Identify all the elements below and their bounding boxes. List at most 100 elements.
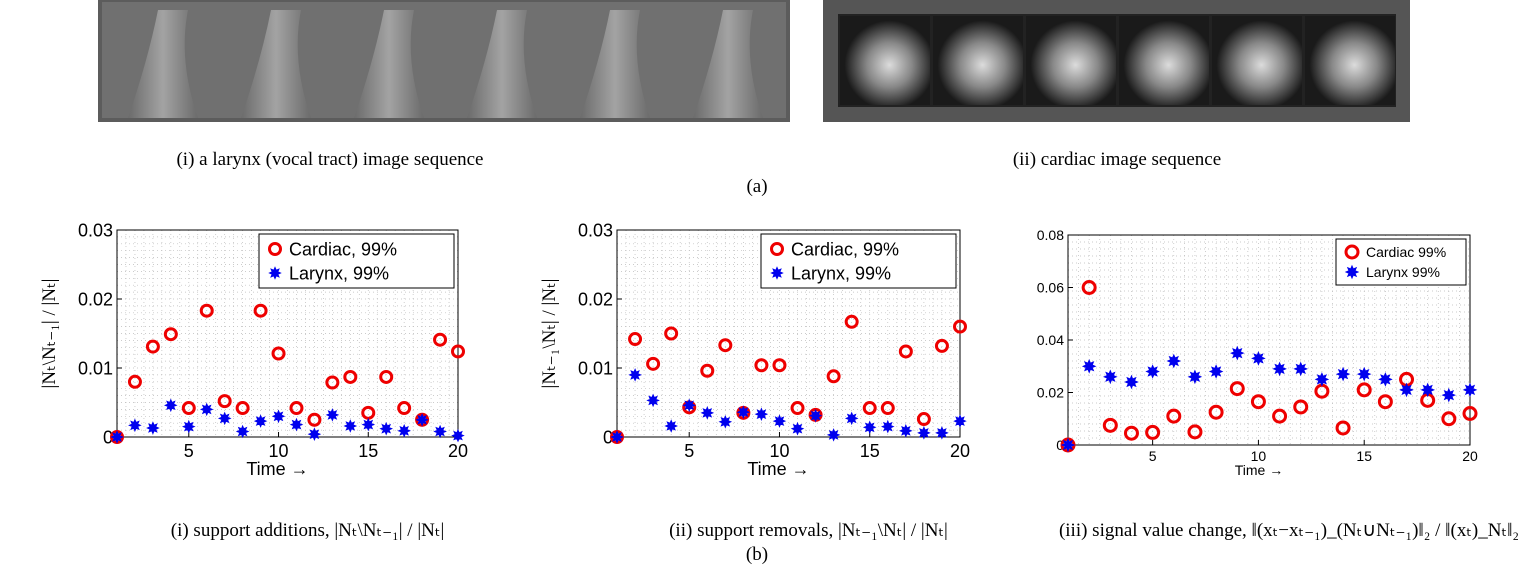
marker [1379,373,1391,385]
marker [435,334,446,345]
y-tick-label: 0.03 [78,220,113,240]
marker [237,426,248,437]
marker [327,409,338,420]
legend-label: Cardiac, 99% [791,239,899,259]
marker [1379,396,1391,408]
marker [720,340,731,351]
marker [810,410,821,421]
marker [381,371,392,382]
marker [1104,419,1116,431]
marker [936,427,947,438]
x-tick-label: 20 [950,441,970,461]
marker [1210,366,1222,378]
marker [453,430,464,441]
marker [273,411,284,422]
marker [702,407,713,418]
marker [846,413,857,424]
marker [882,403,893,414]
x-tick-label: 15 [1356,448,1372,464]
x-axis-label: Time → [246,459,308,479]
x-tick-label: 5 [1149,448,1157,464]
marker [1443,413,1455,425]
y-axis-label: |Nₜ₋₁\Nₜ| / |Nₜ| [539,279,560,389]
y-tick-label: 0.08 [1037,227,1064,243]
marker [684,400,695,411]
marker [1316,373,1328,385]
marker [345,421,356,432]
marker [270,268,281,279]
marker [1231,347,1243,359]
marker [417,414,428,425]
marker [774,360,785,371]
legend-label: Larynx, 99% [289,263,389,283]
marker [1358,384,1370,396]
marker [1337,368,1349,380]
legend-label: Larynx, 99% [791,263,891,283]
marker [129,376,140,387]
marker [219,396,230,407]
marker [918,427,929,438]
caption: (ii) cardiac image sequence [1013,149,1221,170]
y-tick-label: 0.04 [1037,332,1064,348]
y-tick-label: 0.02 [78,289,113,309]
marker [1083,360,1095,372]
y-tick-label: 0.02 [1037,384,1064,400]
x-tick-label: 10 [769,441,789,461]
marker [165,400,176,411]
marker [1358,368,1370,380]
marker [1147,366,1159,378]
y-tick-label: 0.03 [578,220,613,240]
marker [864,422,875,433]
marker [291,403,302,414]
marker [1126,376,1138,388]
marker [1346,266,1358,278]
marker [756,409,767,420]
panel-label: (b) [746,544,768,565]
marker [291,419,302,430]
x-tick-label: 10 [269,441,289,461]
marker [772,268,783,279]
marker [864,403,875,414]
marker [792,403,803,414]
marker [309,429,320,440]
marker [435,426,446,437]
marker [147,423,158,434]
marker [129,420,140,431]
cardiac-frame [1119,16,1209,105]
marker [828,371,839,382]
chart: 00.020.040.060.085101520Time →Cardiac 99… [1037,227,1519,541]
marker [774,416,785,427]
y-tick-label: 0.02 [578,289,613,309]
marker [363,407,374,418]
marker [1104,371,1116,383]
figure: (i) a larynx (vocal tract) image sequenc… [0,0,1535,567]
marker [112,432,123,443]
marker [1189,371,1201,383]
x-tick-label: 15 [860,441,880,461]
marker [399,403,410,414]
image-strip [102,2,786,118]
y-axis-label: |Nₜ\Nₜ₋₁| / |Nₜ| [39,279,60,389]
marker [648,395,659,406]
x-tick-label: 20 [1462,448,1478,464]
marker [237,403,248,414]
y-tick-label: 0.01 [78,358,113,378]
marker [1422,384,1434,396]
x-tick-label: 20 [448,441,468,461]
marker [219,413,230,424]
legend-label: Cardiac 99% [1366,244,1446,260]
cardiac-frame [1305,16,1395,105]
marker [828,429,839,440]
y-tick-label: 0.06 [1037,279,1064,295]
marker [612,432,623,443]
marker [900,425,911,436]
caption: (i) support additions, |Nₜ\Nₜ₋₁| / |Nₜ| [171,520,445,541]
marker [1168,355,1180,367]
marker [345,371,356,382]
marker [1125,427,1137,439]
marker [630,369,641,380]
marker [183,421,194,432]
marker [792,423,803,434]
marker [720,416,731,427]
